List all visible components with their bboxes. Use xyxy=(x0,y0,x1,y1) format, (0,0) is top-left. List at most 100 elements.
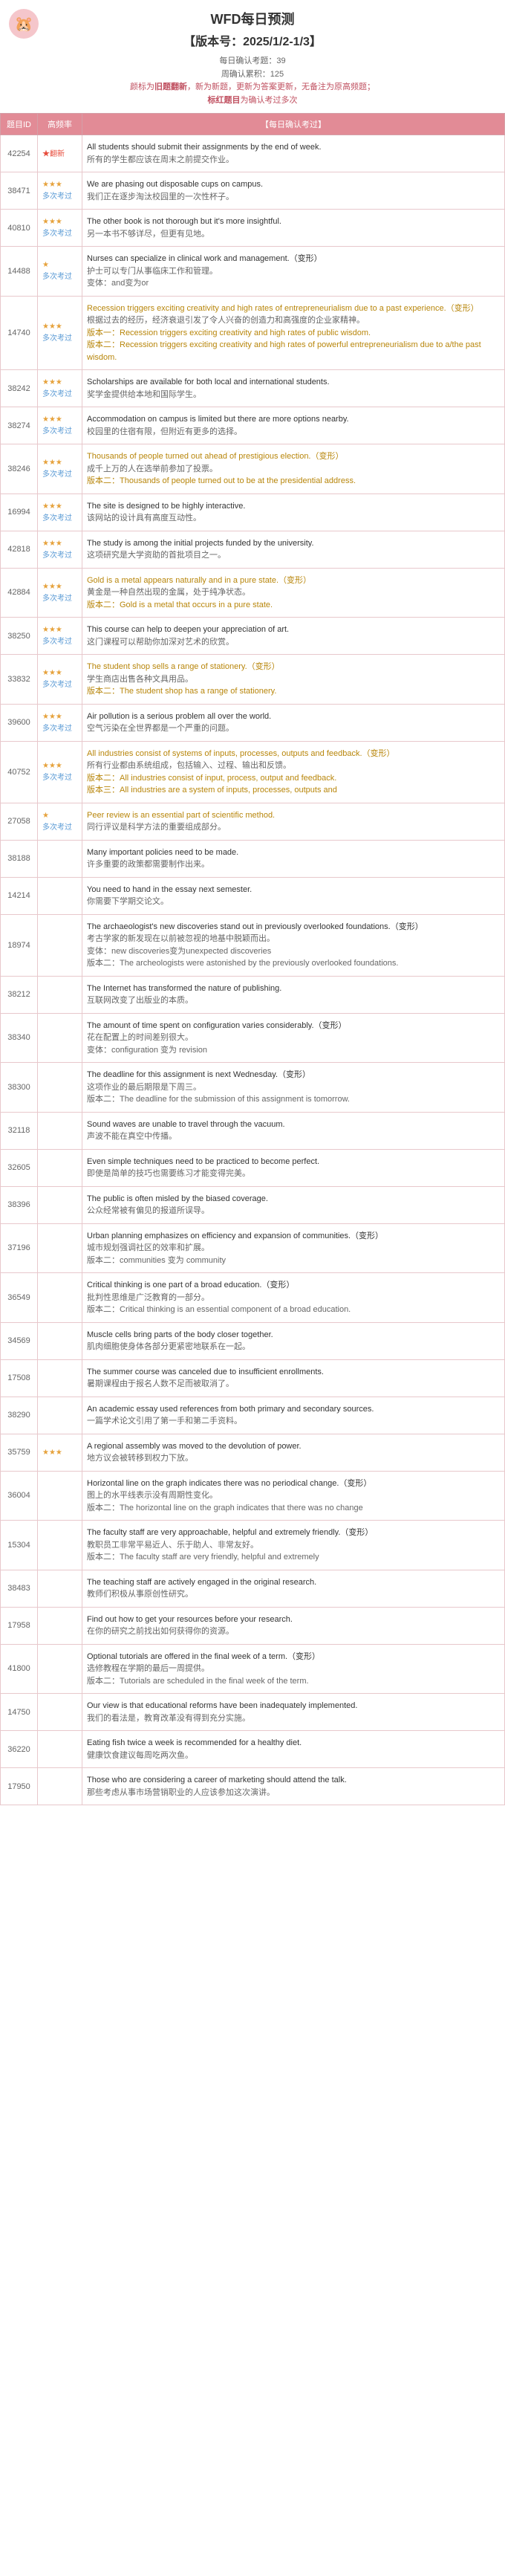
row-id: 17958 xyxy=(1,1607,38,1644)
page-title: WFD每日预测 xyxy=(6,9,499,28)
row-content: The teaching staff are actively engaged … xyxy=(82,1570,505,1607)
row-id: 37196 xyxy=(1,1223,38,1273)
row-content: The archaeologist's new discoveries stan… xyxy=(82,914,505,976)
row-freq xyxy=(38,1223,82,1273)
row-freq xyxy=(38,1359,82,1397)
row-id: 36004 xyxy=(1,1471,38,1521)
row-id: 38250 xyxy=(1,618,38,655)
row-freq xyxy=(38,1149,82,1186)
row-id: 42254 xyxy=(1,135,38,172)
meta-line2: 周确认累积：125 xyxy=(6,68,499,82)
version-text: 【版本号：2025/1/2-1/3】 xyxy=(6,31,499,49)
row-id: 36220 xyxy=(1,1731,38,1768)
row-id: 42818 xyxy=(1,531,38,568)
row-id: 41800 xyxy=(1,1644,38,1694)
row-freq xyxy=(38,1644,82,1694)
row-freq xyxy=(38,1186,82,1223)
row-freq: ★★★多次考过 xyxy=(38,655,82,705)
row-content: Scholarships are available for both loca… xyxy=(82,370,505,407)
meta-line1: 每日确认考题：39 xyxy=(6,55,499,68)
row-id: 40752 xyxy=(1,741,38,803)
row-content: An academic essay used references from b… xyxy=(82,1397,505,1434)
row-id: 42884 xyxy=(1,568,38,618)
row-id: 32605 xyxy=(1,1149,38,1186)
row-content: Our view is that educational reforms hav… xyxy=(82,1694,505,1731)
row-id: 38188 xyxy=(1,840,38,877)
row-id: 14214 xyxy=(1,877,38,914)
row-content: Critical thinking is one part of a broad… xyxy=(82,1273,505,1323)
row-freq xyxy=(38,1063,82,1113)
row-id: 17950 xyxy=(1,1768,38,1805)
meta-block: 每日确认考题：39 周确认累积：125 颜标为旧题翻新，新为新题，更新为答案更新… xyxy=(6,55,499,107)
row-content: Sound waves are unable to travel through… xyxy=(82,1112,505,1149)
row-freq: ★★★多次考过 xyxy=(38,618,82,655)
col-content: 【每日确认考过】 xyxy=(82,114,505,135)
row-content: The study is among the initial projects … xyxy=(82,531,505,568)
row-id: 14750 xyxy=(1,1694,38,1731)
row-freq: ★★★多次考过 xyxy=(38,370,82,407)
row-content: The amount of time spent on configuratio… xyxy=(82,1013,505,1063)
row-id: 38274 xyxy=(1,407,38,444)
row-freq xyxy=(38,1013,82,1063)
row-id: 33832 xyxy=(1,655,38,705)
row-freq: ★多次考过 xyxy=(38,803,82,840)
row-id: 14488 xyxy=(1,247,38,297)
row-freq xyxy=(38,1731,82,1768)
row-content: Horizontal line on the graph indicates t… xyxy=(82,1471,505,1521)
row-id: 39600 xyxy=(1,704,38,741)
col-id: 题目ID xyxy=(1,114,38,135)
row-freq xyxy=(38,1768,82,1805)
row-id: 38483 xyxy=(1,1570,38,1607)
row-id: 27058 xyxy=(1,803,38,840)
row-content: The Internet has transformed the nature … xyxy=(82,976,505,1013)
row-id: 38242 xyxy=(1,370,38,407)
row-freq: ★★★多次考过 xyxy=(38,493,82,531)
row-id: 38300 xyxy=(1,1063,38,1113)
row-freq: ★★★多次考过 xyxy=(38,444,82,494)
row-content: The summer course was canceled due to in… xyxy=(82,1359,505,1397)
row-content: Optional tutorials are offered in the fi… xyxy=(82,1644,505,1694)
row-freq: ★★★多次考过 xyxy=(38,172,82,210)
row-freq xyxy=(38,840,82,877)
row-content: All students should submit their assignm… xyxy=(82,135,505,172)
row-id: 18974 xyxy=(1,914,38,976)
row-freq xyxy=(38,1112,82,1149)
row-content: The faculty staff are very approachable,… xyxy=(82,1521,505,1570)
row-content: Urban planning emphasizes on efficiency … xyxy=(82,1223,505,1273)
row-id: 38471 xyxy=(1,172,38,210)
row-freq: ★★★多次考过 xyxy=(38,407,82,444)
row-content: Many important policies need to be made.… xyxy=(82,840,505,877)
row-content: Nurses can specialize in clinical work a… xyxy=(82,247,505,297)
row-freq xyxy=(38,976,82,1013)
meta-line3: 颜标为旧题翻新，新为新题，更新为答案更新，无备注为原高频题； xyxy=(6,81,499,94)
row-freq: ★★★多次考过 xyxy=(38,741,82,803)
row-content: The site is designed to be highly intera… xyxy=(82,493,505,531)
meta-line4: 标红题目为确认考过多次 xyxy=(6,94,499,108)
row-freq: ★★★多次考过 xyxy=(38,210,82,247)
row-freq xyxy=(38,1397,82,1434)
row-freq xyxy=(38,1570,82,1607)
row-id: 17508 xyxy=(1,1359,38,1397)
row-content: The deadline for this assignment is next… xyxy=(82,1063,505,1113)
logo-icon: 🐹 xyxy=(9,9,39,39)
row-id: 38290 xyxy=(1,1397,38,1434)
row-content: The student shop sells a range of statio… xyxy=(82,655,505,705)
row-content: Recession triggers exciting creativity a… xyxy=(82,296,505,370)
row-freq: ★多次考过 xyxy=(38,247,82,297)
row-freq: ★★★多次考过 xyxy=(38,296,82,370)
row-content: Peer review is an essential part of scie… xyxy=(82,803,505,840)
row-content: All industries consist of systems of inp… xyxy=(82,741,505,803)
row-freq xyxy=(38,877,82,914)
row-content: A regional assembly was moved to the dev… xyxy=(82,1434,505,1471)
row-content: Gold is a metal appears naturally and in… xyxy=(82,568,505,618)
row-id: 34569 xyxy=(1,1322,38,1359)
row-freq xyxy=(38,914,82,976)
row-freq: ★翻新 xyxy=(38,135,82,172)
row-content: Muscle cells bring parts of the body clo… xyxy=(82,1322,505,1359)
row-content: Air pollution is a serious problem all o… xyxy=(82,704,505,741)
row-id: 38340 xyxy=(1,1013,38,1063)
row-freq xyxy=(38,1273,82,1323)
row-content: Even simple techniques need to be practi… xyxy=(82,1149,505,1186)
row-freq xyxy=(38,1607,82,1644)
row-freq: ★★★多次考过 xyxy=(38,704,82,741)
